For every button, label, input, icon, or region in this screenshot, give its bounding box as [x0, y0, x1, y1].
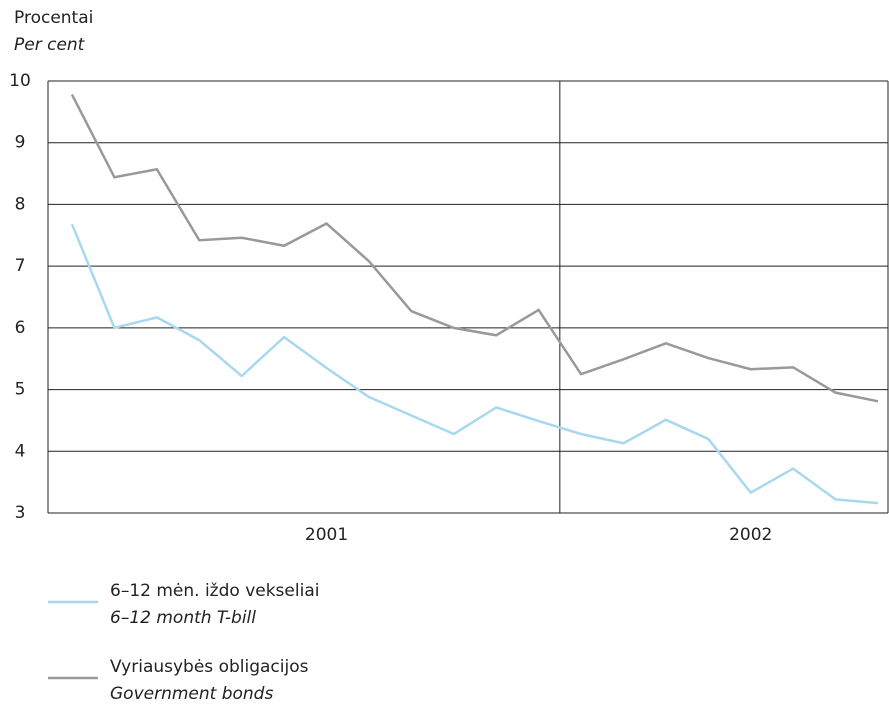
series-line	[70, 94, 879, 403]
y-tick-label: 10	[9, 71, 31, 91]
y-axis-label-en: Per cent	[14, 35, 86, 55]
x-tick-label: 2001	[305, 525, 348, 545]
legend-label: 6–12 mėn. iždo vekseliai	[110, 581, 319, 601]
x-tick-label: 2002	[729, 525, 772, 545]
y-tick-label: 8	[15, 194, 26, 214]
y-tick-label: 6	[15, 318, 26, 338]
y-tick-label: 7	[15, 256, 26, 276]
y-tick-label: 3	[15, 503, 26, 523]
legend-label: Vyriausybės obligacijos	[110, 657, 309, 677]
series-line	[70, 223, 879, 505]
legend-label-en: 6–12 month T-bill	[110, 608, 256, 628]
y-tick-label: 4	[15, 441, 26, 461]
y-tick-label: 5	[15, 380, 26, 400]
y-axis-label: Procentai	[14, 8, 93, 28]
y-tick-label: 9	[15, 133, 26, 153]
legend-label-en: Government bonds	[110, 684, 273, 704]
